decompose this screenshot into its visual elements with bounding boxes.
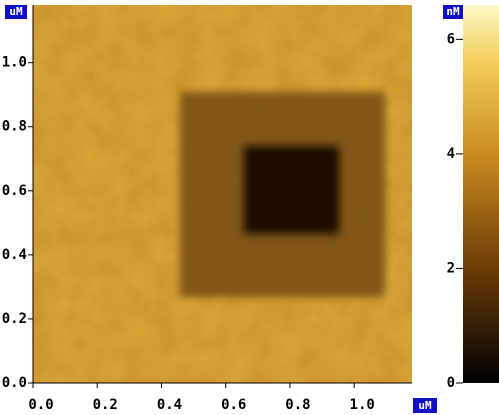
colorbar-tick-label: 0 [447, 375, 455, 391]
y-tick-label: 0.4 [2, 247, 27, 263]
chart: uM uM nM 0.0 0.2 0.4 0.6 0.8 1.0 0.0 0.2 0.4 0.6 0… [0, 0, 499, 415]
x-unit: uM [418, 399, 432, 412]
x-tick-label: 0.2 [93, 397, 118, 413]
x-tick-label: 0.6 [221, 397, 246, 413]
colorbar-tick-label: 4 [447, 146, 455, 162]
y-tick-label: 0.0 [2, 375, 27, 391]
colorbar [463, 5, 499, 383]
colorbar-unit: nM [446, 5, 460, 18]
colorbar-tick-label: 2 [447, 260, 455, 276]
afm-image [33, 5, 412, 383]
y-tick-label: 1.0 [2, 55, 27, 71]
x-tick-label: 1.0 [350, 397, 375, 413]
y-tick-label: 0.2 [2, 311, 27, 327]
colorbar-tick-label: 6 [447, 31, 455, 47]
x-tick-label: 0.4 [157, 397, 182, 413]
y-tick-label: 0.6 [2, 183, 27, 199]
y-unit: uM [9, 5, 23, 18]
y-tick-label: 0.8 [2, 119, 27, 135]
x-tick-label: 0.0 [28, 397, 53, 413]
x-tick-label: 0.8 [285, 397, 310, 413]
